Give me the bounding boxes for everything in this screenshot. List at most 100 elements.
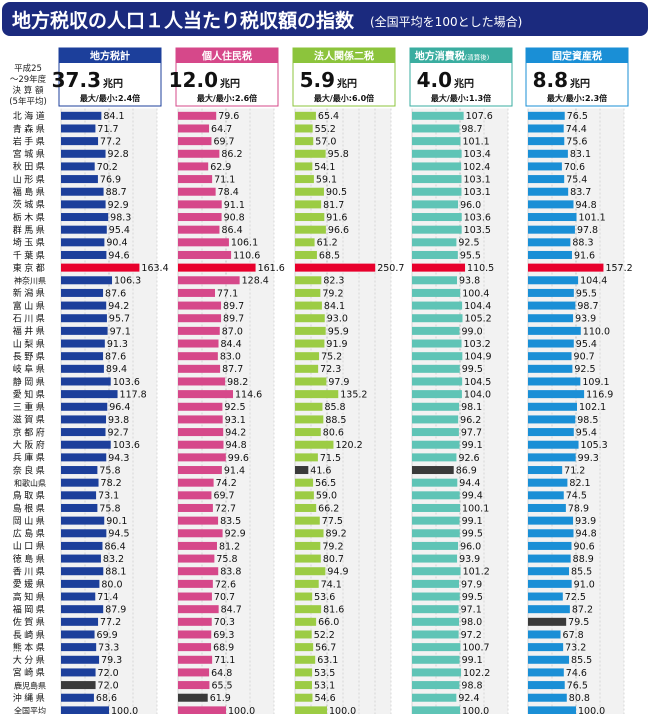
value-label: 92.5 [458, 238, 479, 249]
bar [61, 390, 118, 399]
category-label: 神奈川県 [14, 276, 46, 286]
value-label: 86.9 [456, 465, 477, 476]
bar [178, 263, 256, 272]
bar [295, 478, 314, 487]
period-label-line-4: (5年平均) [9, 96, 47, 107]
value-label: 78.9 [568, 503, 589, 514]
value-label: 90.7 [574, 352, 595, 363]
category-label: 秋田県 [13, 161, 48, 173]
bar [295, 364, 319, 373]
bar [61, 466, 98, 475]
value-label: 95.4 [576, 339, 597, 350]
value-label: 78.4 [218, 187, 239, 198]
value-label: 103.1 [463, 187, 490, 198]
value-label: 81.6 [323, 605, 344, 616]
bar [61, 377, 111, 386]
value-label: 88.5 [325, 415, 346, 426]
value-label: 90.5 [326, 187, 347, 198]
bar [412, 276, 458, 285]
category-label: 長野県 [13, 351, 48, 362]
bar [178, 111, 217, 120]
bar [528, 137, 565, 146]
bar [61, 567, 104, 576]
value-label: 83.8 [220, 567, 241, 578]
value-label: 79.5 [568, 617, 589, 628]
bar [61, 503, 98, 512]
value-label: 97.8 [577, 225, 598, 236]
value-label: 94.3 [108, 453, 129, 464]
value-label: 93.8 [459, 276, 480, 287]
bar [528, 630, 561, 639]
category-label: 熊本県 [13, 641, 48, 653]
value-label: 96.4 [109, 402, 130, 413]
value-label: 71.1 [214, 174, 235, 185]
period-label-line-1: 平成25 [14, 63, 42, 74]
value-label: 85.8 [324, 402, 345, 413]
bar [61, 693, 94, 702]
bar [295, 579, 319, 588]
panel-header-band [410, 48, 512, 63]
value-label: 95.5 [460, 250, 481, 261]
panel-1: 地方税計37.3兆円最大/最小:2.4倍05010015020084.171.7… [52, 47, 169, 714]
bar [295, 111, 316, 120]
bar [295, 276, 322, 285]
category-label: 鹿児島県 [14, 680, 46, 690]
bar [412, 390, 462, 399]
value-label: 98.5 [577, 415, 598, 426]
bar [412, 516, 460, 525]
value-label: 106.1 [231, 238, 258, 249]
bar [295, 617, 317, 626]
category-label: 千葉県 [13, 249, 48, 261]
value-label: 67.8 [563, 630, 584, 641]
bar [178, 326, 220, 335]
value-label: 79.2 [322, 541, 343, 552]
bar [412, 263, 466, 272]
value-label: 94.8 [576, 200, 597, 211]
value-label: 71.5 [320, 453, 341, 464]
value-label: 77.5 [322, 516, 343, 527]
chart-panels: 地方税計37.3兆円最大/最小:2.4倍05010015020084.171.7… [52, 47, 633, 714]
value-label: 103.2 [464, 339, 491, 350]
bar [528, 453, 576, 462]
bar [178, 288, 216, 297]
bar [412, 377, 463, 386]
panel-total-unit: 兆円 [454, 77, 474, 90]
bar [61, 592, 96, 601]
category-label: 石川県 [13, 314, 48, 325]
bar [528, 339, 574, 348]
category-label: 島根県 [13, 502, 48, 514]
value-label: 83.0 [220, 352, 241, 363]
bar [412, 529, 460, 538]
value-label: 98.2 [227, 377, 248, 388]
value-label: 75.8 [99, 465, 120, 476]
value-label: 93.0 [327, 314, 348, 325]
bar [61, 124, 96, 133]
value-label: 98.0 [461, 617, 482, 628]
value-label: 74.5 [566, 491, 587, 502]
value-label: 157.2 [605, 263, 632, 274]
bar [61, 238, 105, 247]
bar [528, 111, 565, 120]
bar [295, 668, 313, 677]
category-label: 徳島県 [13, 553, 48, 565]
value-label: 64.8 [211, 668, 232, 679]
value-label: 79.2 [322, 288, 343, 299]
value-label: 97.9 [461, 579, 482, 590]
bar [528, 238, 571, 247]
panel-total-value: 37.3 [52, 68, 101, 92]
value-label: 91.0 [574, 579, 595, 590]
value-label: 105.2 [464, 314, 491, 325]
value-label: 72.0 [98, 668, 119, 679]
value-label: 96.0 [460, 200, 481, 211]
bar [295, 263, 376, 272]
value-label: 82.3 [323, 276, 344, 287]
panel-total-value: 5.9 [300, 68, 335, 92]
value-label: 72.6 [215, 579, 236, 590]
bar [178, 352, 218, 361]
bar [178, 516, 219, 525]
bar [412, 352, 463, 361]
bar [61, 428, 106, 437]
panel-name: 地方消費税(清算後) [415, 50, 490, 63]
category-label: 福島県 [13, 186, 48, 198]
